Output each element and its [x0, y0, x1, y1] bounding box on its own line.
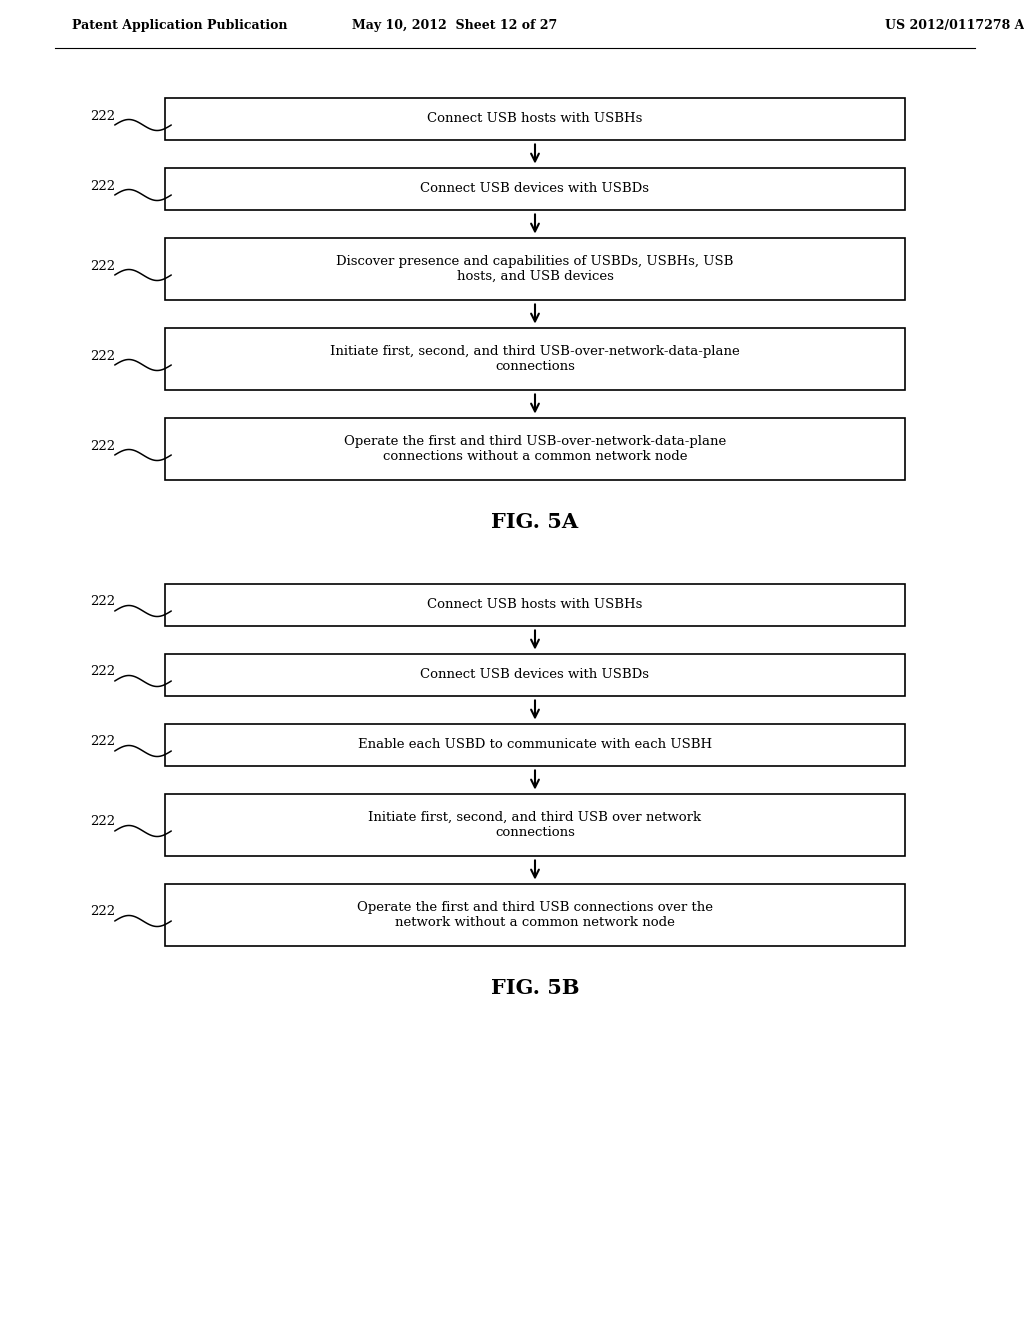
Text: 222: 222 — [90, 595, 115, 609]
Bar — [165, 583, 905, 626]
Text: Connect USB devices with USBDs: Connect USB devices with USBDs — [421, 182, 649, 195]
Text: Operate the first and third USB-over-network-data-plane
connections without a co: Operate the first and third USB-over-net… — [344, 436, 726, 463]
Text: 222: 222 — [90, 440, 115, 453]
Text: Operate the first and third USB connections over the
network without a common ne: Operate the first and third USB connecti… — [357, 902, 713, 929]
Text: Connect USB devices with USBDs: Connect USB devices with USBDs — [421, 668, 649, 681]
Bar — [165, 418, 905, 480]
Text: Initiate first, second, and third USB-over-network-data-plane
connections: Initiate first, second, and third USB-ov… — [330, 345, 740, 374]
Text: 222: 222 — [90, 260, 115, 272]
Text: 222: 222 — [90, 906, 115, 919]
Text: Discover presence and capabilities of USBDs, USBHs, USB
hosts, and USB devices: Discover presence and capabilities of US… — [336, 255, 733, 282]
Text: 222: 222 — [90, 180, 115, 193]
Bar — [165, 723, 905, 766]
Bar — [165, 327, 905, 389]
Text: 222: 222 — [90, 350, 115, 363]
Text: 222: 222 — [90, 816, 115, 829]
Text: Connect USB hosts with USBHs: Connect USB hosts with USBHs — [427, 598, 643, 611]
Bar — [165, 884, 905, 946]
Text: May 10, 2012  Sheet 12 of 27: May 10, 2012 Sheet 12 of 27 — [352, 18, 558, 32]
Bar — [165, 795, 905, 855]
Text: FIG. 5A: FIG. 5A — [492, 512, 579, 532]
Bar — [165, 653, 905, 696]
Text: Enable each USBD to communicate with each USBH: Enable each USBD to communicate with eac… — [358, 738, 712, 751]
Bar — [165, 238, 905, 300]
Text: FIG. 5B: FIG. 5B — [490, 978, 580, 998]
Text: Patent Application Publication: Patent Application Publication — [72, 18, 288, 32]
Text: 222: 222 — [90, 665, 115, 678]
Text: Initiate first, second, and third USB over network
connections: Initiate first, second, and third USB ov… — [369, 810, 701, 840]
Text: US 2012/0117278 A1: US 2012/0117278 A1 — [885, 18, 1024, 32]
Text: 222: 222 — [90, 735, 115, 748]
Bar — [165, 98, 905, 140]
Text: 222: 222 — [90, 110, 115, 123]
Text: Connect USB hosts with USBHs: Connect USB hosts with USBHs — [427, 112, 643, 125]
Bar — [165, 168, 905, 210]
